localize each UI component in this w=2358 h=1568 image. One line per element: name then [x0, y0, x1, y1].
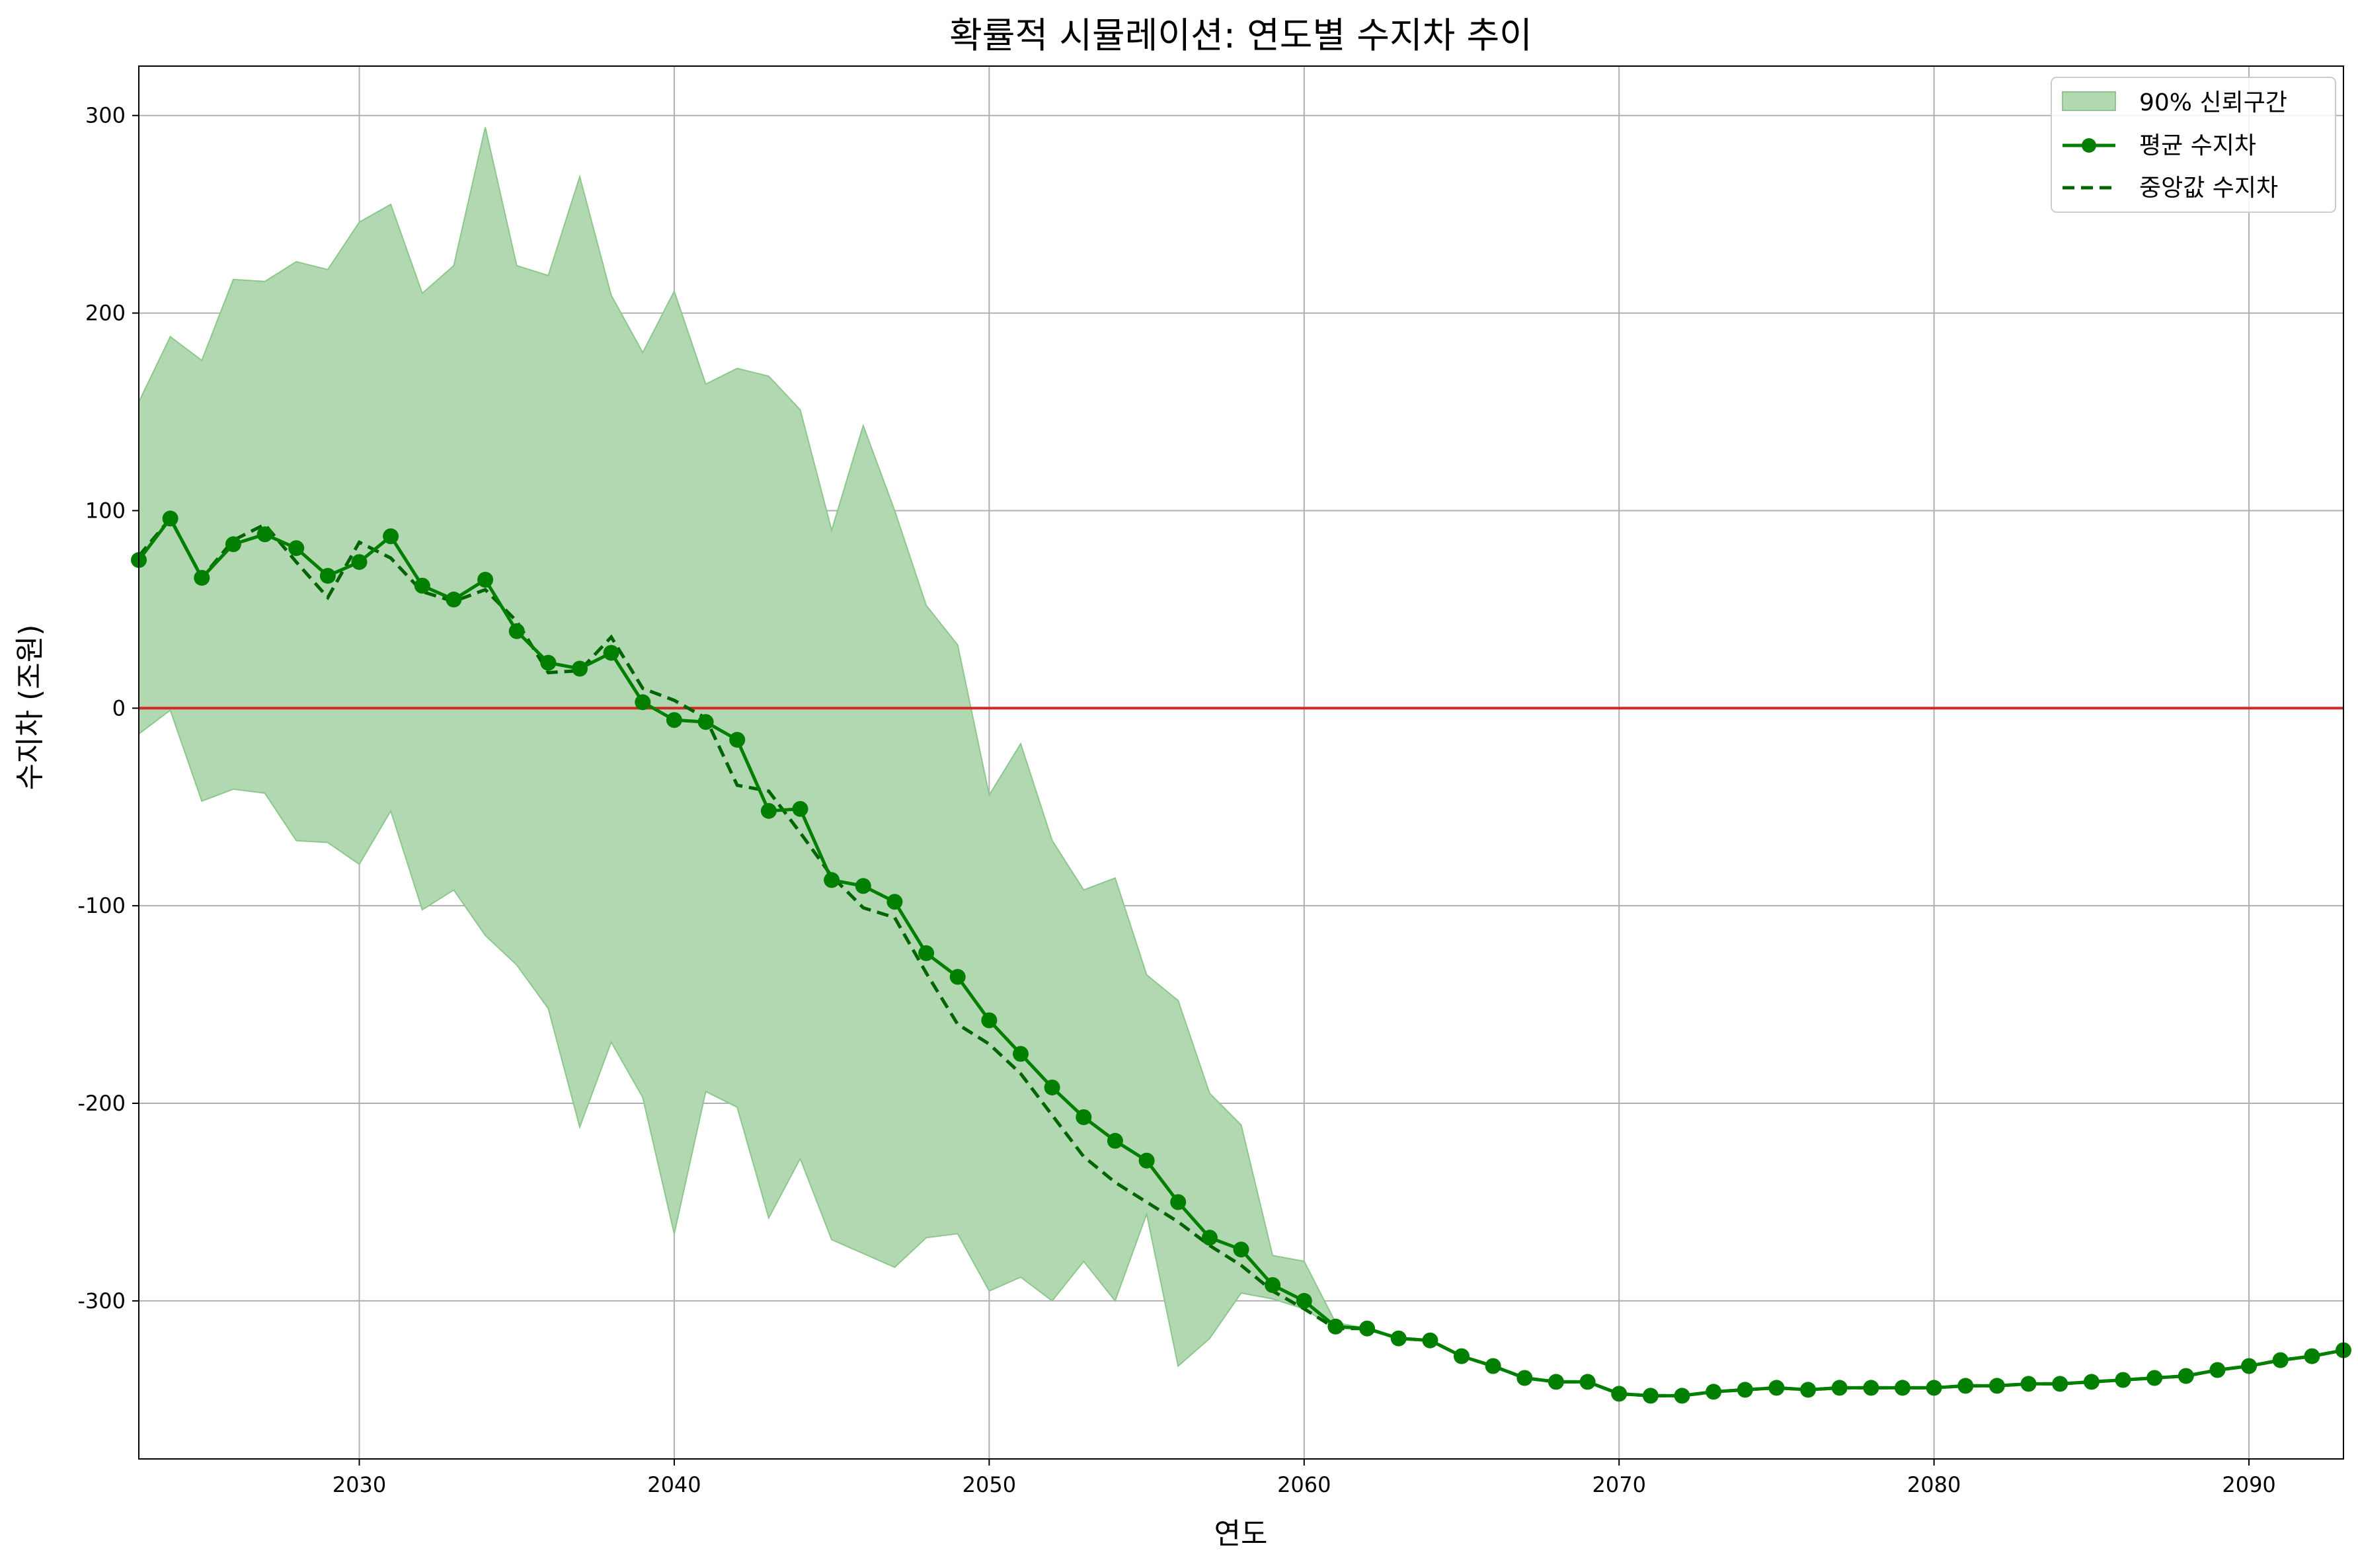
mean-data-point: [1422, 1332, 1438, 1349]
mean-data-point: [697, 714, 714, 730]
mean-data-point: [508, 623, 525, 639]
y-tick-label: -100: [77, 893, 126, 918]
mean-data-point: [760, 803, 777, 819]
mean-data-point: [1296, 1292, 1312, 1309]
mean-data-point: [981, 1012, 998, 1029]
y-axis-title: 수지차 (조원): [13, 625, 47, 791]
mean-data-point: [1926, 1380, 1942, 1396]
mean-data-point: [1013, 1046, 1029, 1062]
legend-label-median: 중앙값 수지차: [2139, 175, 2278, 202]
mean-data-point: [2209, 1362, 2226, 1378]
mean-data-point: [1516, 1370, 1533, 1386]
mean-data-point: [2052, 1376, 2068, 1392]
x-axis: 2030 2040 2050 2060 2070 2080 2090: [333, 1459, 2276, 1497]
mean-series-markers: [131, 510, 2351, 1404]
mean-data-point: [1454, 1348, 1470, 1364]
mean-data-point: [1737, 1382, 1753, 1398]
mean-data-point: [351, 554, 368, 570]
mean-data-point: [288, 540, 305, 557]
mean-data-point: [1138, 1152, 1155, 1169]
mean-data-point: [383, 528, 399, 545]
y-tick-label: -200: [77, 1091, 126, 1116]
legend-swatch-band: [2062, 91, 2116, 111]
mean-data-point: [1957, 1378, 1974, 1394]
mean-data-point: [1107, 1132, 1123, 1149]
mean-data-point: [1674, 1388, 1690, 1404]
y-tick-label: -300: [77, 1288, 126, 1313]
mean-data-point: [162, 510, 178, 527]
mean-data-point: [1548, 1374, 1564, 1390]
x-tick-label: 2080: [1907, 1472, 1961, 1497]
x-tick-label: 2070: [1592, 1472, 1645, 1497]
mean-data-point: [1170, 1194, 1187, 1210]
y-tick-label: 200: [85, 301, 126, 326]
plot-frame: [138, 65, 2344, 1460]
mean-data-point: [1265, 1277, 1281, 1293]
mean-data-point: [792, 801, 808, 817]
x-tick-label: 2030: [333, 1472, 386, 1497]
mean-data-point: [572, 660, 588, 677]
mean-data-point: [414, 578, 430, 594]
mean-data-point: [918, 945, 935, 961]
mean-data-point: [666, 712, 682, 728]
mean-data-point: [477, 572, 494, 588]
mean-data-point: [824, 872, 840, 888]
mean-data-point: [1359, 1320, 1376, 1337]
legend-marker-mean: [2082, 138, 2096, 153]
y-tick-label: 300: [85, 103, 126, 128]
mean-data-point: [256, 526, 273, 543]
mean-data-point: [2304, 1348, 2320, 1364]
mean-data-point: [446, 591, 462, 608]
legend: 90% 신뢰구간 평균 수지차 중앙값 수지차: [2051, 77, 2336, 213]
mean-data-point: [1076, 1109, 1092, 1125]
mean-data-point: [225, 536, 241, 553]
mean-data-point: [1485, 1358, 1501, 1374]
mean-data-point: [1863, 1380, 1879, 1396]
x-tick-label: 2040: [647, 1472, 701, 1497]
mean-data-point: [886, 894, 903, 910]
y-tick-label: 100: [85, 498, 126, 523]
legend-box: [2051, 77, 2336, 213]
mean-data-point: [194, 570, 210, 586]
mean-data-point: [2115, 1372, 2131, 1388]
chart-title: 확률적 시뮬레이션: 연도별 수지차 추이: [949, 15, 1532, 56]
mean-data-point: [1201, 1230, 1218, 1246]
legend-label-band: 90% 신뢰구간: [2139, 89, 2287, 116]
legend-label-mean: 평균 수지차: [2139, 132, 2256, 159]
mean-data-point: [1800, 1382, 1817, 1398]
x-tick-label: 2090: [2222, 1472, 2275, 1497]
mean-data-point: [540, 654, 557, 671]
mean-data-point: [949, 968, 966, 985]
mean-data-point: [2146, 1370, 2163, 1386]
mean-data-point: [603, 645, 619, 661]
mean-data-point: [635, 694, 651, 711]
mean-data-point: [855, 878, 871, 894]
x-axis-title: 연도: [1214, 1517, 1268, 1551]
mean-data-point: [1044, 1079, 1060, 1096]
y-tick-label: 0: [112, 695, 126, 721]
x-tick-label: 2050: [963, 1472, 1016, 1497]
mean-data-point: [1327, 1318, 1344, 1335]
mean-data-point: [1895, 1380, 1910, 1396]
plot-area: [131, 65, 2351, 1460]
mean-data-point: [2272, 1352, 2289, 1368]
mean-data-point: [319, 568, 336, 584]
mean-data-point: [1642, 1388, 1659, 1404]
mean-data-point: [1390, 1330, 1407, 1347]
mean-data-point: [2083, 1374, 2100, 1390]
mean-data-point: [2020, 1376, 2037, 1392]
mean-data-point: [1831, 1380, 1848, 1396]
mean-data-point: [2241, 1358, 2258, 1374]
y-axis: -300 -200 -100 0 100 200 300: [77, 103, 139, 1313]
mean-data-point: [729, 732, 746, 748]
mean-data-point: [2178, 1368, 2194, 1384]
x-tick-label: 2060: [1277, 1472, 1331, 1497]
mean-data-point: [1706, 1384, 1722, 1400]
mean-data-point: [1768, 1380, 1785, 1396]
mean-data-point: [1611, 1386, 1628, 1402]
mean-data-point: [1579, 1374, 1596, 1390]
mean-data-point: [1233, 1241, 1249, 1258]
mean-data-point: [1988, 1378, 2005, 1394]
